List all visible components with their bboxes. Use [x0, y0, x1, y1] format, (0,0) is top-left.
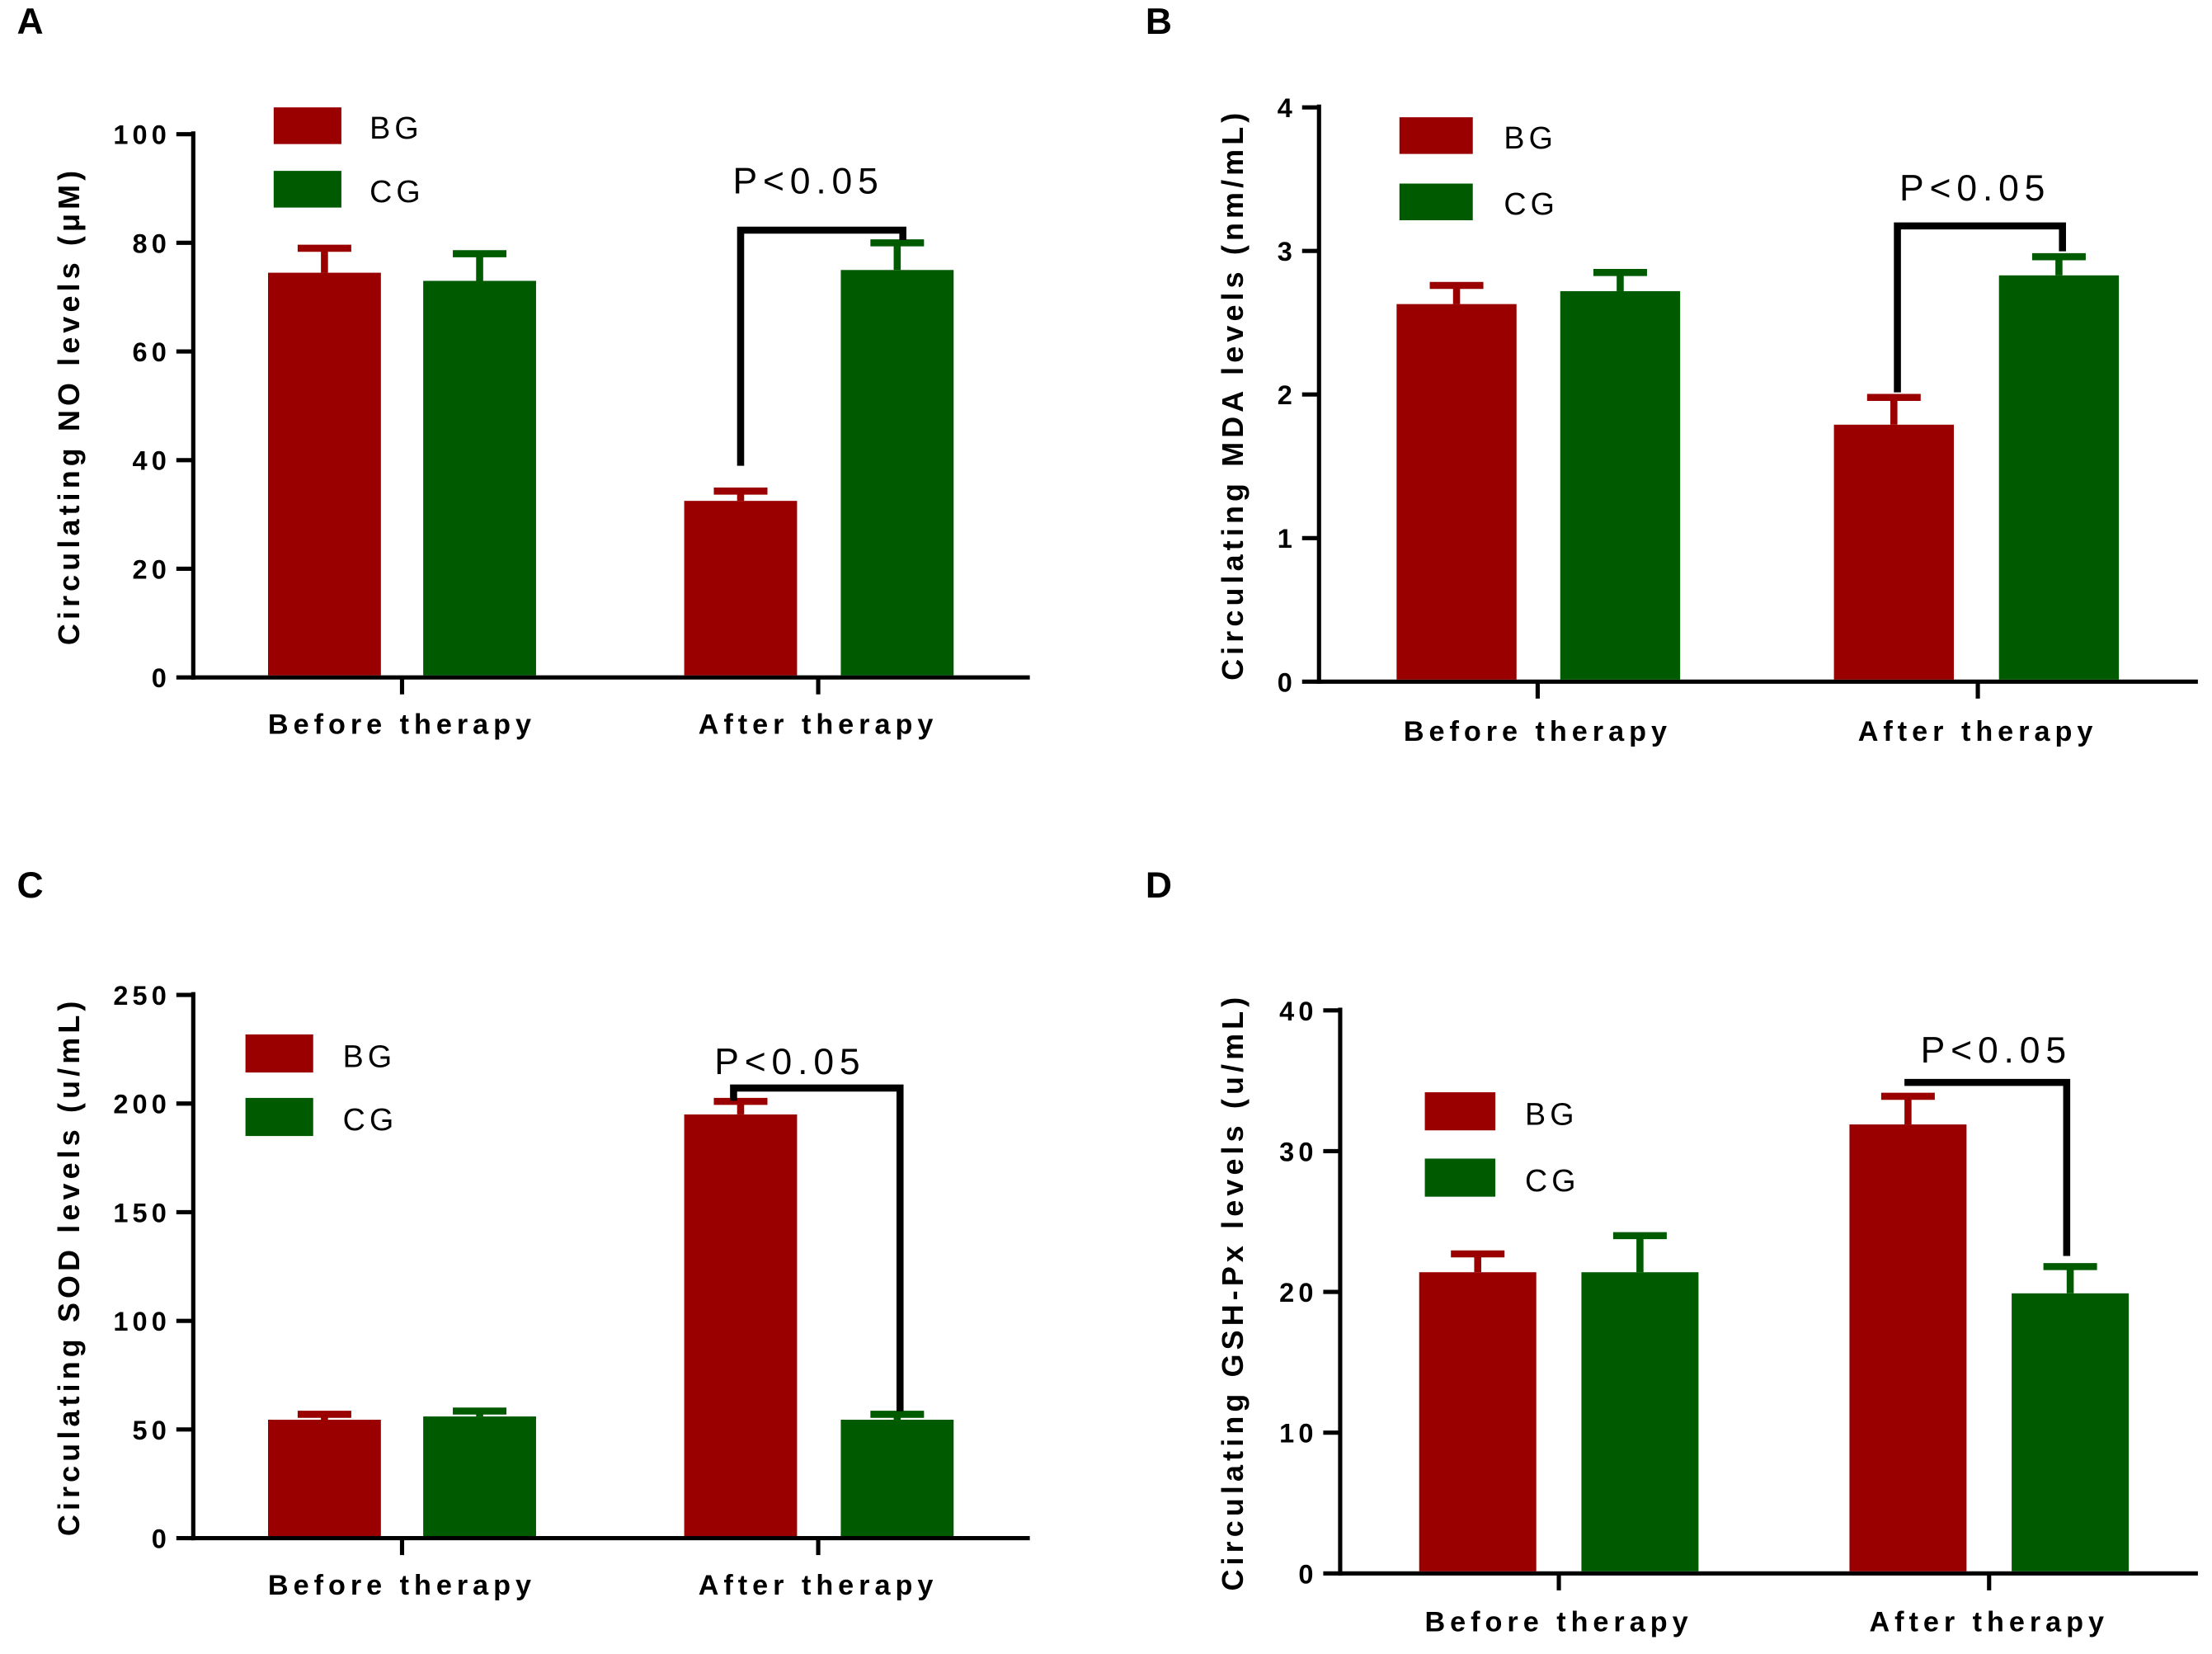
x-tick-label: After therapy [1869, 1606, 2109, 1638]
bar-cg [423, 1416, 536, 1537]
bar-cg [1998, 275, 2120, 680]
y-tick-label: 150 [113, 1198, 171, 1228]
y-tick-label: 2 [1278, 380, 1297, 410]
p-value-annotation: P<0.05 [1921, 1030, 2072, 1071]
legend-swatch [1399, 117, 1473, 154]
panel-C: C Circulating SOD levels (u/mL) 0 50 100 150 2… [17, 865, 1030, 1601]
legend-label: CG [369, 174, 425, 209]
bar-cg [840, 1420, 954, 1537]
panel-A: A Circulating NO levels (μM) 0 20 40 60 80 100 B… [17, 2, 1030, 741]
significance-bracket [737, 226, 906, 466]
x-tick-label: Before therapy [1404, 716, 1672, 747]
legend-swatch [245, 1097, 313, 1137]
significance-bracket [1894, 222, 2066, 393]
legend-swatch [1399, 183, 1473, 221]
bar-cg [840, 270, 954, 676]
y-tick-label: 0 [152, 1524, 171, 1554]
y-tick-label: 0 [1278, 667, 1297, 697]
y-tick-label: 1 [1278, 524, 1297, 554]
legend-label: BG [1504, 120, 1557, 155]
y-axis-label: Circulating NO levels (μM) [52, 167, 86, 645]
y-tick-label: 40 [133, 446, 171, 476]
y-tick-label: 20 [1279, 1278, 1317, 1308]
y-tick-label: 20 [133, 554, 171, 584]
y-axis-label: Circulating GSH-Px levels (u/mL) [1216, 993, 1250, 1591]
bar-bg [267, 272, 381, 676]
y-tick-label: 0 [1298, 1559, 1317, 1589]
panel-D: D Circulating GSH-Px levels (u/mL) 0 10 20 30… [1146, 865, 2198, 1638]
y-tick-label: 0 [152, 663, 171, 693]
bar-bg [1833, 424, 1954, 680]
panel-letter: A [17, 2, 44, 42]
panel-letter: B [1146, 2, 1172, 42]
y-tick-label: 10 [1279, 1419, 1317, 1449]
p-value-annotation: P<0.05 [732, 162, 883, 202]
y-tick-label: 3 [1278, 237, 1297, 266]
y-tick-label: 100 [113, 120, 171, 150]
x-tick-label: After therapy [699, 1570, 939, 1601]
legend-label: CG [1525, 1163, 1580, 1198]
bar-bg [1849, 1124, 1967, 1572]
y-tick-label: 4 [1278, 93, 1297, 123]
bar-cg [2012, 1293, 2130, 1572]
y-axis-label: Circulating MDA levels (nm/mL) [1216, 109, 1250, 681]
y-tick-label: 60 [133, 337, 171, 367]
p-value-annotation: P<0.05 [1899, 168, 2050, 209]
y-axis-label: Circulating SOD levels (u/mL) [52, 997, 86, 1537]
legend-label: CG [1504, 186, 1559, 221]
legend-swatch [273, 107, 341, 144]
y-tick-label: 250 [113, 981, 171, 1011]
legend-label: CG [343, 1102, 398, 1137]
y-tick-label: 100 [113, 1307, 171, 1336]
bar-cg [423, 280, 536, 676]
bar-bg [267, 1420, 381, 1537]
bar-bg [1419, 1272, 1537, 1572]
significance-bracket [730, 1084, 904, 1411]
bar-bg [1396, 304, 1517, 680]
bar-cg [1560, 290, 1681, 680]
legend-label: BG [369, 111, 423, 145]
legend-swatch [1424, 1092, 1496, 1131]
legend-swatch [1424, 1158, 1496, 1197]
y-tick-label: 50 [133, 1416, 171, 1445]
panel-B: B Circulating MDA levels (nm/mL) 0 1 2 3 4 Befo… [1146, 2, 2198, 747]
y-tick-label: 30 [1279, 1137, 1317, 1166]
x-tick-label: After therapy [1858, 716, 2098, 747]
x-tick-label: Before therapy [1425, 1606, 1693, 1638]
significance-bracket [1904, 1078, 2071, 1256]
legend-label: BG [343, 1039, 397, 1073]
legend-label: BG [1525, 1096, 1579, 1131]
y-tick-label: 80 [133, 229, 171, 258]
panel-letter: C [17, 865, 44, 906]
panel-letter: D [1146, 865, 1172, 906]
legend-swatch [273, 171, 341, 208]
legend-swatch [245, 1034, 313, 1073]
x-tick-label: Before therapy [268, 1570, 536, 1601]
bar-bg [684, 501, 798, 676]
y-tick-label: 200 [113, 1090, 171, 1119]
x-tick-label: Before therapy [268, 709, 536, 741]
x-tick-label: After therapy [699, 709, 939, 741]
y-tick-label: 40 [1279, 997, 1317, 1026]
p-value-annotation: P<0.05 [714, 1042, 865, 1082]
bar-cg [1581, 1272, 1699, 1572]
bar-bg [684, 1114, 798, 1537]
